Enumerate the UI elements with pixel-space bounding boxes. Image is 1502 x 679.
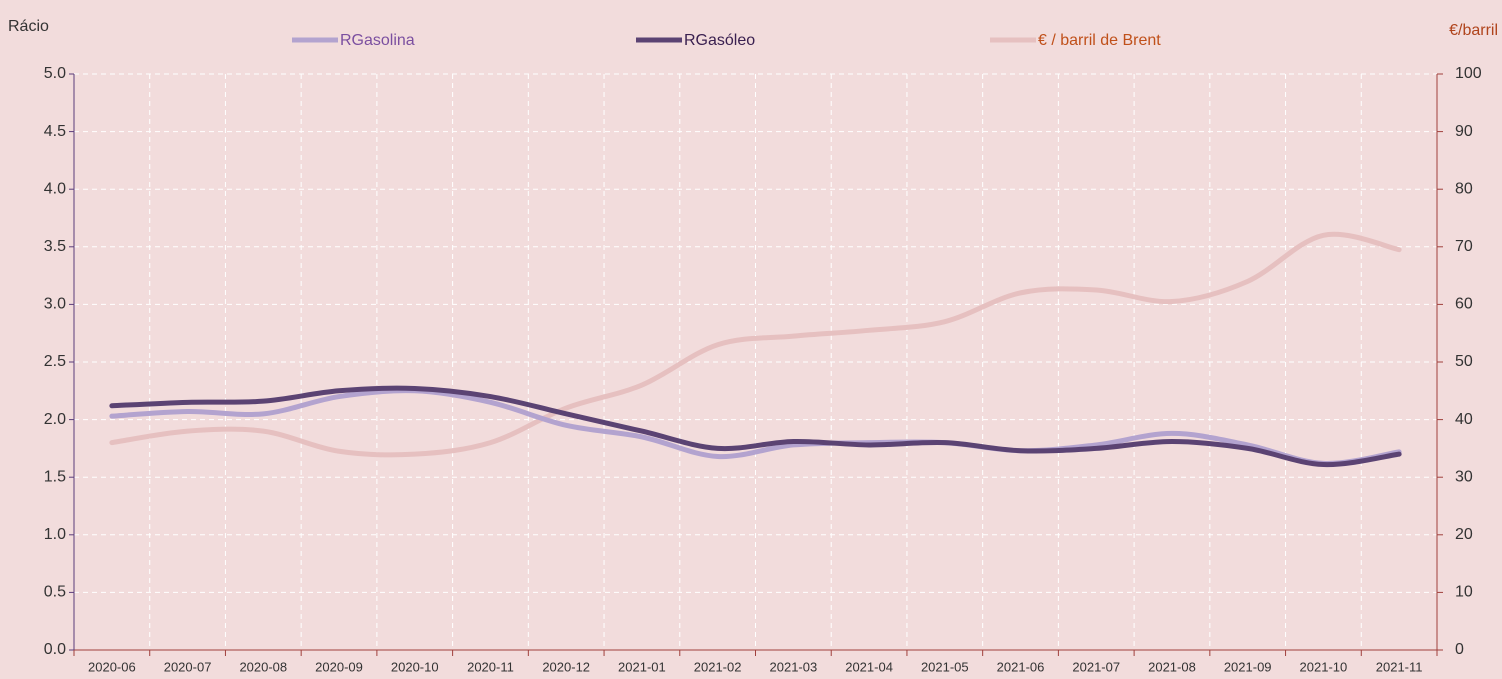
y-tick-label: 4.5 <box>44 123 66 140</box>
y2-tick-label: 80 <box>1455 180 1473 197</box>
x-tick-label: 2021-11 <box>1376 659 1423 674</box>
legend-label: € / barril de Brent <box>1038 32 1161 49</box>
x-tick-label: 2020-06 <box>88 659 136 674</box>
x-tick-label: 2020-10 <box>391 659 439 674</box>
x-tick-label: 2020-12 <box>542 659 590 674</box>
x-tick-label: 2021-10 <box>1300 659 1348 674</box>
y2-tick-label: 90 <box>1455 123 1473 140</box>
x-tick-label: 2021-07 <box>1072 659 1120 674</box>
x-tick-label: 2020-07 <box>164 659 212 674</box>
y2-tick-label: 50 <box>1455 353 1473 370</box>
x-tick-label: 2021-06 <box>997 659 1045 674</box>
y2-tick-label: 70 <box>1455 238 1473 255</box>
y-tick-label: 3.5 <box>44 238 66 255</box>
line-series <box>109 388 1402 466</box>
y-tick-label: 1.5 <box>44 468 66 485</box>
x-tick-label: 2021-08 <box>1148 659 1196 674</box>
y2-tick-label: 100 <box>1455 65 1482 82</box>
y2-tick-label: 0 <box>1455 641 1464 658</box>
y2-tick-label: 40 <box>1455 411 1473 428</box>
y2-tick-label: 30 <box>1455 468 1473 485</box>
line-series <box>109 385 1402 468</box>
y-tick-label: 2.5 <box>44 353 66 370</box>
y2-tick-label: 20 <box>1455 526 1473 543</box>
x-tick-label: 2020-08 <box>239 659 287 674</box>
y-tick-label: 2.0 <box>44 411 66 428</box>
x-tick-label: 2021-01 <box>618 659 666 674</box>
x-tick-label: 2020-11 <box>467 659 514 674</box>
y-axis-label: Rácio <box>8 18 49 35</box>
line-series <box>109 231 1402 458</box>
y-tick-label: 4.0 <box>44 180 66 197</box>
y-tick-label: 3.0 <box>44 296 66 313</box>
y2-tick-label: 60 <box>1455 296 1473 313</box>
x-tick-label: 2020-09 <box>315 659 363 674</box>
legend-label: RGasolina <box>340 32 415 49</box>
y2-axis-label: €/barril <box>1449 22 1498 39</box>
x-tick-label: 2021-02 <box>694 659 742 674</box>
y-tick-label: 0.5 <box>44 584 66 601</box>
y-tick-label: 1.0 <box>44 526 66 543</box>
x-tick-label: 2021-04 <box>845 659 893 674</box>
x-tick-label: 2021-05 <box>921 659 969 674</box>
y-tick-label: 5.0 <box>44 65 66 82</box>
y2-tick-label: 10 <box>1455 584 1473 601</box>
x-tick-label: 2021-03 <box>770 659 818 674</box>
legend-label: RGasóleo <box>684 32 755 49</box>
y-tick-label: 0.0 <box>44 641 66 658</box>
x-tick-label: 2021-09 <box>1224 659 1272 674</box>
